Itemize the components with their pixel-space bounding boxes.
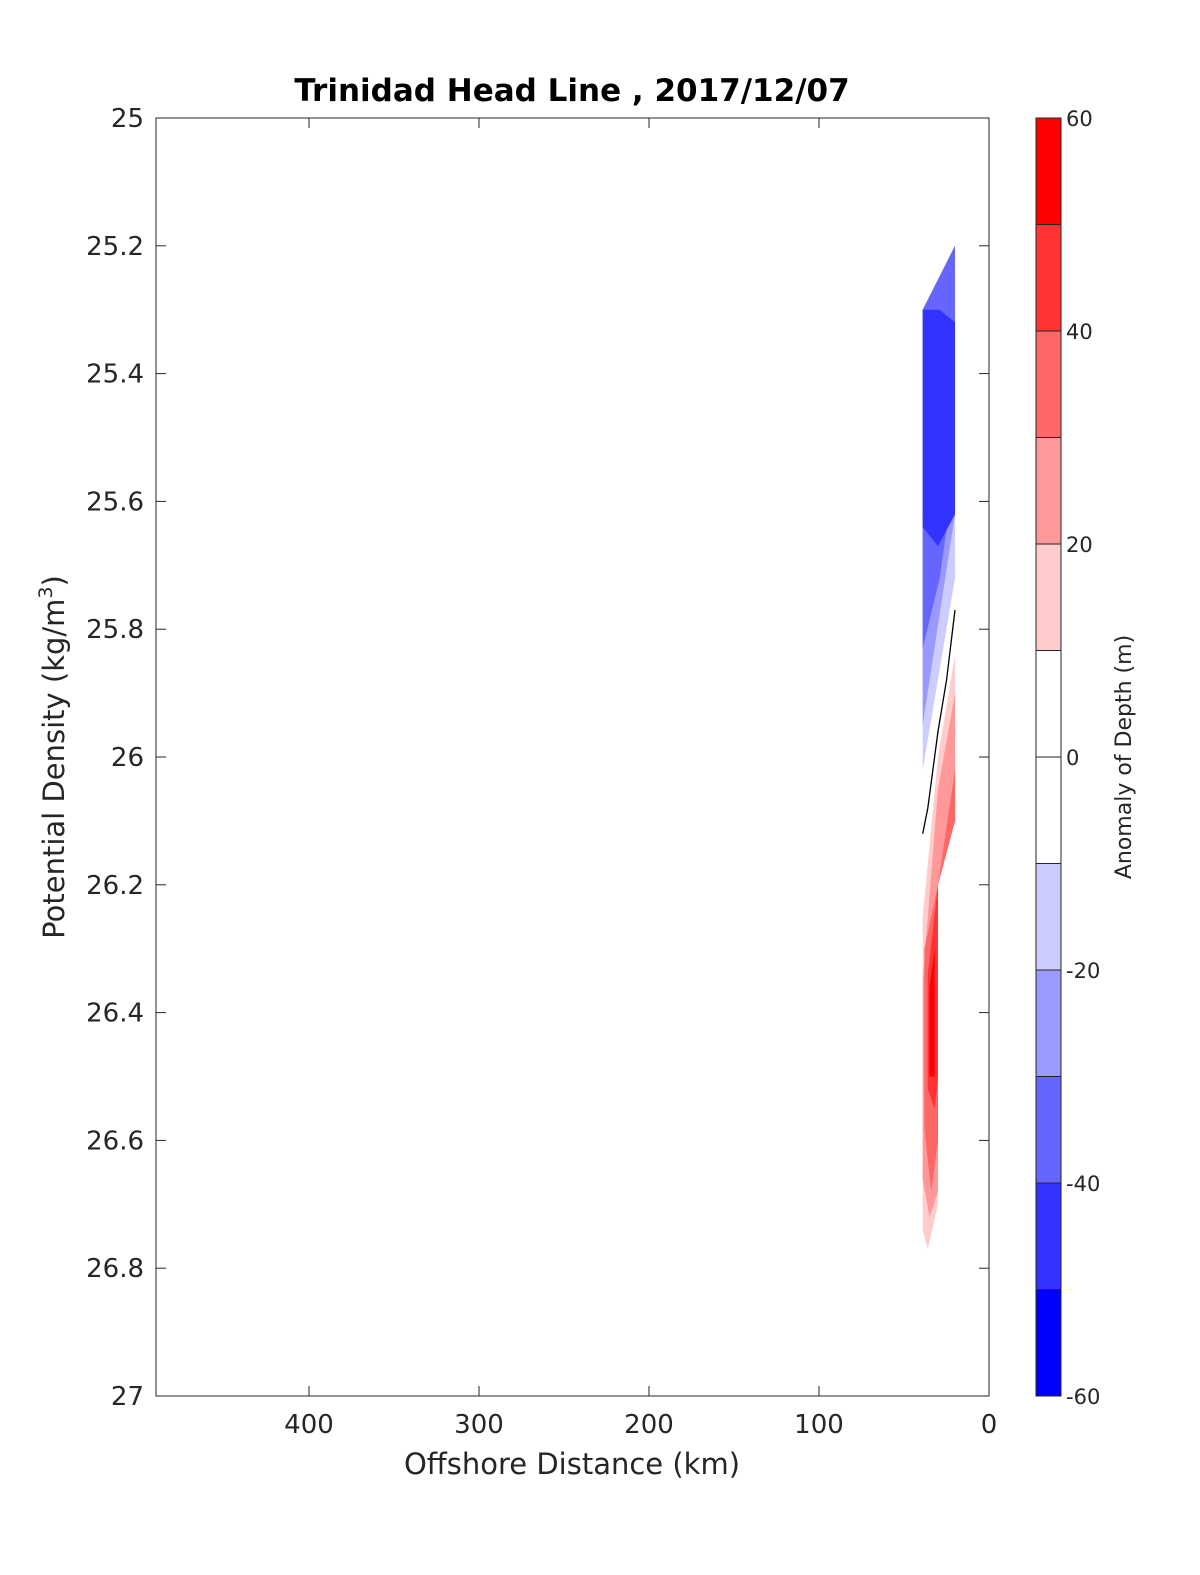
- colorbar-band: [1036, 544, 1061, 651]
- x-axis-label: Offshore Distance (km): [404, 1447, 740, 1481]
- y-tick-label: 25.6: [86, 487, 144, 517]
- colorbar-label: Anomaly of Depth (m): [1112, 635, 1137, 879]
- x-tick-label: 200: [624, 1410, 674, 1440]
- colorbar-band: [1036, 863, 1061, 970]
- colorbar-band: [1036, 1183, 1061, 1290]
- axis-ticks: 400 300 200 100 0 25 25.2 25.4 25.6 25.8 26 26.2 26.…: [86, 104, 997, 1440]
- contour-fill-layer: [922, 245, 955, 1249]
- x-tick-label: 300: [454, 1410, 504, 1440]
- x-tick-label: 400: [284, 1410, 334, 1440]
- y-tick-label: 25: [111, 104, 144, 134]
- y-tick-label: 25.8: [86, 615, 144, 645]
- y-tick-label: 26: [111, 743, 144, 773]
- colorbar-tick-label: -40: [1066, 1172, 1100, 1196]
- y-tick-label: 26.8: [86, 1254, 144, 1284]
- contour-line-layer: [922, 609, 956, 834]
- y-tick-label: 25.4: [86, 360, 144, 390]
- plot-background: [156, 118, 989, 1396]
- colorbar-tick-label: 40: [1066, 320, 1093, 344]
- colorbar-tick-label: 20: [1066, 533, 1093, 557]
- colorbar-tick-label: -60: [1066, 1385, 1100, 1409]
- y-tick-label: 26.6: [86, 1126, 144, 1156]
- y-tick-label: 25.2: [86, 232, 144, 262]
- colorbar-band: [1036, 118, 1061, 225]
- colorbar-bands: [1036, 118, 1061, 1396]
- y-axis-label-close: ): [37, 575, 71, 586]
- colorbar-tick-label: 60: [1066, 107, 1093, 131]
- colorbar-band: [1036, 970, 1061, 1077]
- colorbar-band: [1036, 1289, 1061, 1396]
- y-axis-label-superscript: 3: [35, 586, 57, 598]
- contour-region-blue-3: [922, 309, 955, 547]
- x-tick-label: 100: [794, 1410, 844, 1440]
- contour-region-red-3: [929, 948, 935, 1077]
- colorbar-band: [1036, 1076, 1061, 1183]
- x-tick-label: 0: [981, 1410, 998, 1440]
- colorbar-band: [1036, 437, 1061, 544]
- colorbar-ticks: 60 40 20 0 -20 -40 -60: [1055, 107, 1100, 1409]
- colorbar-band: [1036, 757, 1061, 864]
- colorbar-band: [1036, 224, 1061, 331]
- y-axis-label: Potential Density (kg/m3): [35, 575, 71, 939]
- zero-contour-line: [922, 609, 956, 834]
- colorbar: 60 40 20 0 -20 -40 -60: [1035, 107, 1100, 1409]
- colorbar-band: [1036, 331, 1061, 438]
- y-tick-label: 27: [111, 1382, 144, 1412]
- colorbar-tick-label: 0: [1066, 746, 1079, 770]
- y-tick-label: 26.2: [86, 871, 144, 901]
- y-axis-label-main: Potential Density (kg/m: [37, 599, 71, 939]
- colorbar-tick-label: -20: [1066, 959, 1100, 983]
- y-tick-label: 26.4: [86, 999, 144, 1029]
- chart-title: Trinidad Head Line , 2017/12/07: [294, 73, 849, 109]
- colorbar-band: [1036, 650, 1061, 757]
- plot-area: 400 300 200 100 0 25 25.2 25.4 25.6 25.8 26 26.2 26.…: [86, 104, 997, 1440]
